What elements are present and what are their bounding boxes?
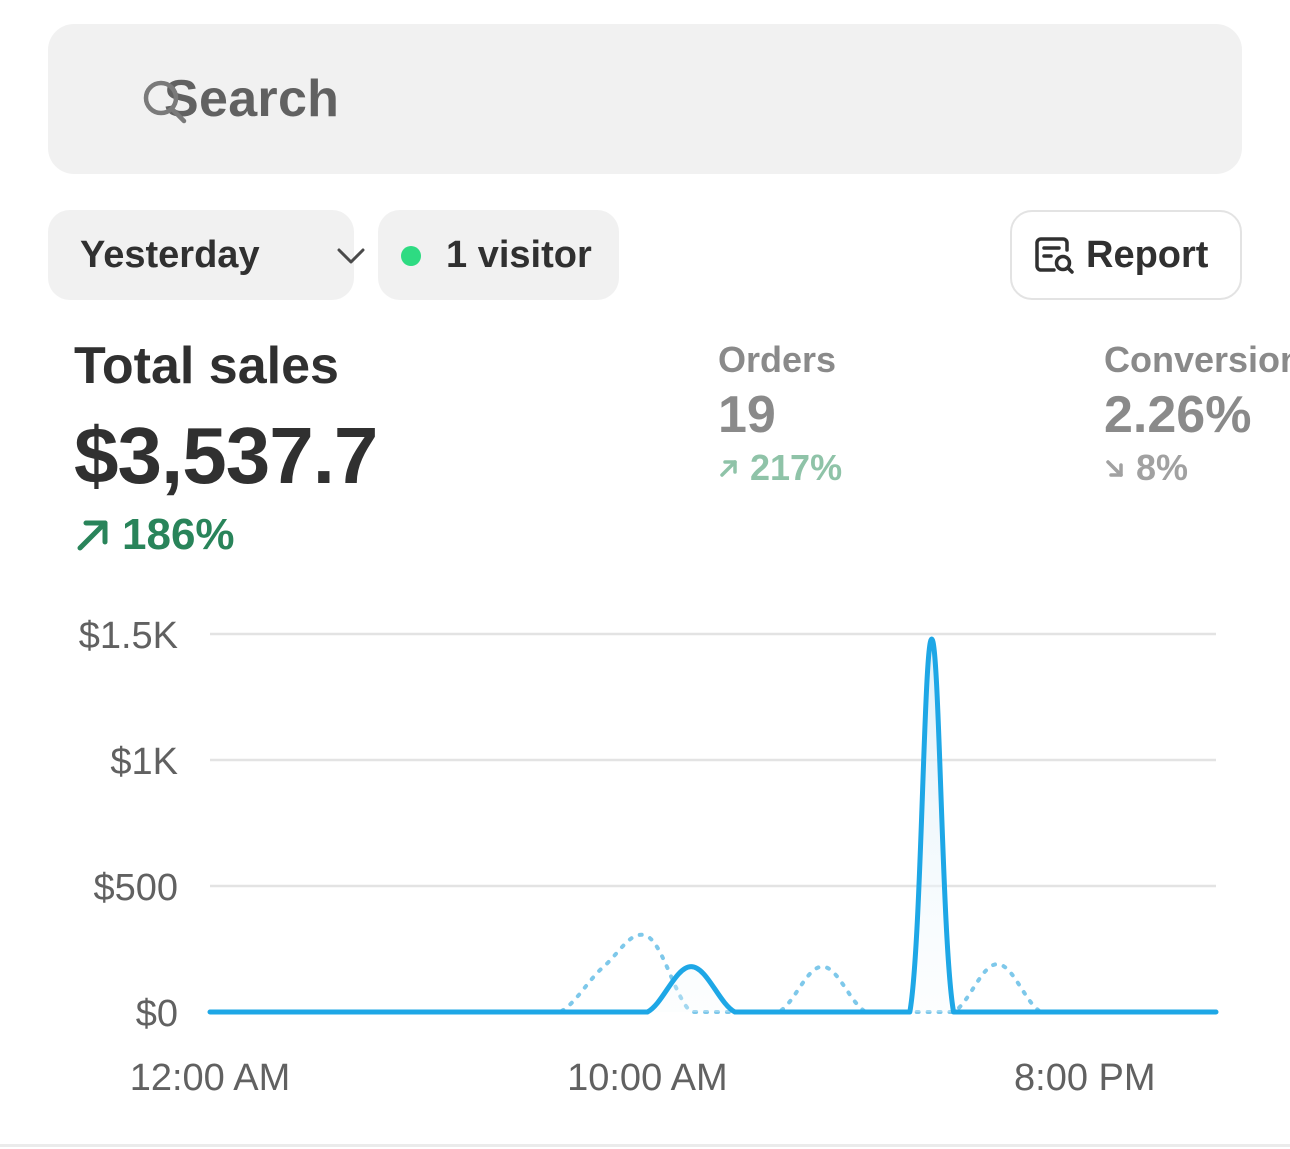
x-tick-label: 12:00 AM (130, 1057, 291, 1099)
orders-change: 217% (718, 446, 842, 490)
orders-title: Orders (718, 339, 837, 380)
divider (0, 1144, 1290, 1147)
x-tick-label: 8:00 PM (1014, 1057, 1156, 1099)
conversion-change-value: 8% (1136, 447, 1189, 488)
live-visitors-label: 1 visitor (446, 233, 592, 276)
date-range-label: Yesterday (80, 233, 260, 276)
live-status-dot (401, 246, 421, 266)
y-tick-label: $500 (93, 867, 178, 909)
total-sales-title[interactable]: Total sales (74, 337, 339, 395)
total-sales-value: $3,537.7 (74, 411, 378, 500)
report-label: Report (1086, 233, 1209, 276)
y-tick-label: $0 (136, 993, 178, 1035)
chevron-down-icon (337, 248, 365, 264)
x-tick-label: 10:00 AM (567, 1057, 728, 1099)
search-placeholder: Search (164, 70, 340, 128)
orders-value: 19 (718, 386, 776, 444)
report-button[interactable]: Report (1010, 210, 1242, 300)
conversion-metric[interactable]: Conversion 2.26% 8% (1104, 338, 1290, 490)
orders-change-value: 217% (750, 447, 843, 488)
arrow-up-right-icon (77, 520, 108, 551)
arrow-down-right-icon (1106, 460, 1123, 477)
arrow-up-right-icon (720, 460, 737, 477)
total-sales-change: 186% (74, 510, 235, 560)
sales-line-chart[interactable]: $0 $500 $1K $1.5K 12:00 AM 10:00 AM 8:00 PM (0, 590, 1290, 1110)
conversion-change: 8% (1104, 446, 1290, 490)
series-line-current (207, 636, 1219, 1015)
y-tick-label: $1K (110, 741, 178, 783)
report-search-icon (1035, 237, 1074, 274)
conversion-title: Conversion (1104, 339, 1290, 380)
search-input[interactable]: Search (48, 24, 1242, 174)
search-icon (143, 80, 187, 124)
orders-metric[interactable]: Orders 19 217% (718, 338, 842, 490)
total-sales-change-value: 186% (122, 510, 235, 559)
series-area-current (210, 639, 1216, 1012)
date-range-dropdown[interactable]: Yesterday (48, 210, 365, 300)
conversion-value: 2.26% (1104, 386, 1252, 444)
y-tick-label: $1.5K (79, 615, 178, 657)
